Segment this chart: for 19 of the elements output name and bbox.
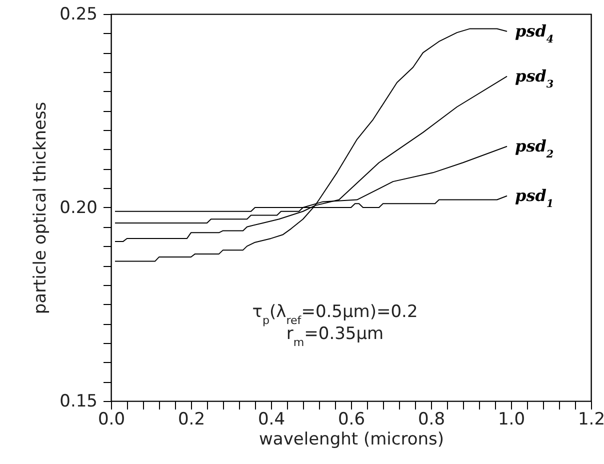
annotation: τ$_{p}$(λ$_{ref}$=0.5μm)=0.2 — [252, 302, 418, 326]
series-label: psd$_{2}$ — [515, 136, 554, 160]
x-tick-label: 0.8 — [418, 410, 446, 430]
x-tick-label: 1.2 — [578, 410, 604, 430]
y-tick-label: 0.20 — [60, 198, 98, 218]
x-tick-label: 0.6 — [338, 410, 366, 430]
x-tick-label: 0.2 — [178, 410, 206, 430]
y-tick-label: 0.25 — [60, 4, 98, 24]
line-series — [114, 28, 508, 262]
annotation: r$_{m}$=0.35μm — [286, 324, 384, 348]
x-axis-title: wavelenght (microns) — [259, 430, 444, 450]
series-label: psd$_{1}$ — [515, 186, 554, 210]
x-tick-label: 0.4 — [258, 410, 286, 430]
y-tick-label: 0.15 — [60, 392, 98, 412]
y-axis-title: particle optical thickness — [30, 102, 51, 314]
x-tick-label: 1.0 — [498, 410, 526, 430]
x-tick-label: 0.0 — [98, 410, 126, 430]
series-label: psd$_{3}$ — [515, 66, 554, 90]
series-label: psd$_{4}$ — [515, 21, 554, 46]
